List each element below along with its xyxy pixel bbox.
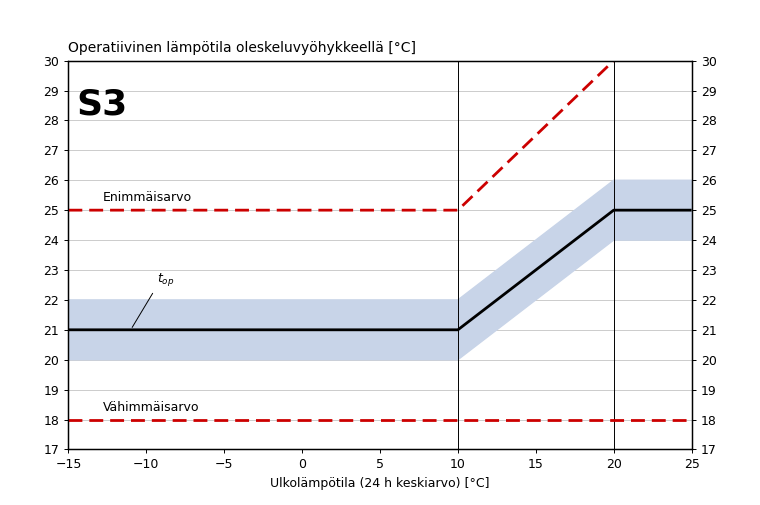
Text: Operatiivinen lämpötila oleskeluvyöhykkeellä [°C]: Operatiivinen lämpötila oleskeluvyöhykke… bbox=[68, 41, 416, 55]
Text: $t_{op}$: $t_{op}$ bbox=[157, 271, 175, 288]
Text: Vähimmäisarvo: Vähimmäisarvo bbox=[103, 400, 199, 414]
X-axis label: Ulkolämpötila (24 h keskiarvo) [°C]: Ulkolämpötila (24 h keskiarvo) [°C] bbox=[271, 477, 489, 490]
Text: S3: S3 bbox=[76, 87, 128, 122]
Text: Enimmäisarvo: Enimmäisarvo bbox=[103, 191, 192, 204]
Polygon shape bbox=[68, 180, 692, 360]
